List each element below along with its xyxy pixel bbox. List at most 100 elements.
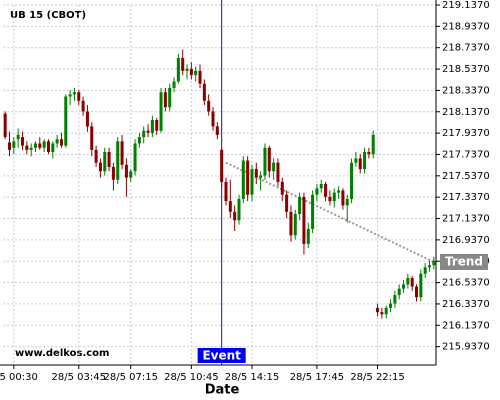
candle-body bbox=[3, 113, 7, 138]
candle-body bbox=[414, 286, 419, 298]
candle-body bbox=[254, 169, 258, 178]
candle-body bbox=[406, 277, 410, 285]
candle-body bbox=[384, 307, 388, 315]
candle-body bbox=[367, 152, 371, 155]
candle-body bbox=[228, 201, 232, 212]
candle-body bbox=[142, 130, 146, 138]
candle-body bbox=[337, 190, 341, 193]
candle-body bbox=[146, 130, 150, 133]
candle-body bbox=[25, 145, 29, 150]
candle-body bbox=[72, 92, 76, 95]
candle-body bbox=[419, 273, 423, 298]
y-tick-label: 217.9370 bbox=[442, 128, 490, 139]
candle-body bbox=[345, 198, 349, 206]
candle-body bbox=[423, 267, 427, 274]
candle-body bbox=[129, 171, 133, 178]
event-label: Event bbox=[202, 349, 241, 363]
y-tick-label: 216.5370 bbox=[442, 278, 490, 289]
y-tick-label: 216.9370 bbox=[442, 235, 490, 246]
candle-body bbox=[90, 126, 94, 150]
candle-body bbox=[293, 213, 297, 236]
candle-body bbox=[159, 92, 163, 131]
candle-body bbox=[68, 94, 72, 97]
candle-body bbox=[376, 307, 380, 313]
x-axis-label: Date bbox=[205, 383, 240, 398]
candle-body bbox=[393, 295, 397, 304]
candle-body bbox=[332, 192, 336, 202]
y-tick-label: 218.5370 bbox=[442, 64, 490, 75]
candle-body bbox=[280, 181, 284, 195]
candle-body bbox=[263, 147, 267, 176]
candle-body bbox=[150, 119, 154, 133]
y-tick-label: 217.7370 bbox=[442, 149, 490, 160]
candle-body bbox=[215, 126, 219, 135]
candle-body bbox=[120, 141, 124, 165]
candle-body bbox=[259, 175, 263, 178]
y-tick-label: 218.9370 bbox=[442, 21, 490, 32]
candle-body bbox=[410, 277, 414, 287]
candle-body bbox=[397, 288, 401, 296]
candle-body bbox=[285, 194, 289, 212]
candle-body bbox=[12, 141, 16, 148]
candle-body bbox=[181, 58, 185, 71]
candle-body bbox=[328, 196, 332, 202]
candle-body bbox=[198, 70, 202, 84]
candle-body bbox=[77, 92, 81, 101]
candle-body bbox=[16, 134, 20, 140]
y-tick-label: 217.1370 bbox=[442, 214, 490, 225]
candle-body bbox=[33, 143, 37, 148]
candle-body bbox=[172, 81, 176, 88]
y-tick-label: 218.3370 bbox=[442, 85, 490, 96]
x-tick-label: 28/5 14:15 bbox=[225, 372, 279, 383]
candle-body bbox=[363, 152, 367, 170]
candle-body bbox=[107, 152, 111, 167]
x-tick-label: 28/5 07:15 bbox=[104, 372, 158, 383]
candle-body bbox=[319, 184, 323, 189]
y-tick-label: 216.3370 bbox=[442, 299, 490, 310]
y-tick-label: 215.9370 bbox=[442, 342, 490, 353]
candle-body bbox=[189, 68, 193, 76]
candle-body bbox=[46, 141, 50, 153]
candle-body bbox=[354, 158, 358, 163]
x-tick-label: 28/5 03:45 bbox=[52, 372, 106, 383]
candle-body bbox=[220, 149, 224, 182]
candle-body bbox=[389, 303, 393, 308]
x-tick-label: 8/5 00:30 bbox=[0, 372, 38, 383]
candle-body bbox=[298, 196, 302, 214]
candle-body bbox=[55, 139, 59, 144]
candle-body bbox=[241, 160, 245, 199]
candle-body bbox=[137, 137, 141, 144]
candle-body bbox=[302, 196, 306, 244]
candle-body bbox=[267, 147, 271, 172]
candle-body bbox=[427, 265, 432, 268]
candle-body bbox=[272, 162, 276, 172]
candle-body bbox=[311, 194, 315, 229]
watermark: www.delkos.com bbox=[15, 348, 109, 359]
candle-body bbox=[350, 162, 354, 199]
candle-body bbox=[289, 211, 293, 236]
candle-body bbox=[306, 228, 310, 244]
trend-label: Trend bbox=[445, 254, 483, 268]
candle-body bbox=[250, 169, 254, 195]
candle-body bbox=[237, 198, 241, 221]
candle-body bbox=[224, 181, 228, 202]
candle-body bbox=[202, 83, 206, 101]
y-tick-label: 216.1370 bbox=[442, 320, 490, 331]
y-tick-label: 217.3370 bbox=[442, 192, 490, 203]
candle-body bbox=[276, 162, 280, 182]
candle-body bbox=[81, 100, 85, 112]
candle-body bbox=[358, 158, 362, 170]
candle-body bbox=[324, 184, 328, 197]
candle-body bbox=[98, 162, 102, 172]
candle-body bbox=[176, 58, 180, 82]
candle-body bbox=[207, 100, 211, 112]
candle-body bbox=[246, 160, 250, 195]
y-tick-label: 217.5370 bbox=[442, 171, 490, 182]
candle-body bbox=[94, 149, 98, 163]
candle-body bbox=[124, 164, 128, 178]
candle-body bbox=[64, 96, 68, 146]
y-tick-label: 218.1370 bbox=[442, 107, 490, 118]
candle-body bbox=[185, 68, 189, 71]
